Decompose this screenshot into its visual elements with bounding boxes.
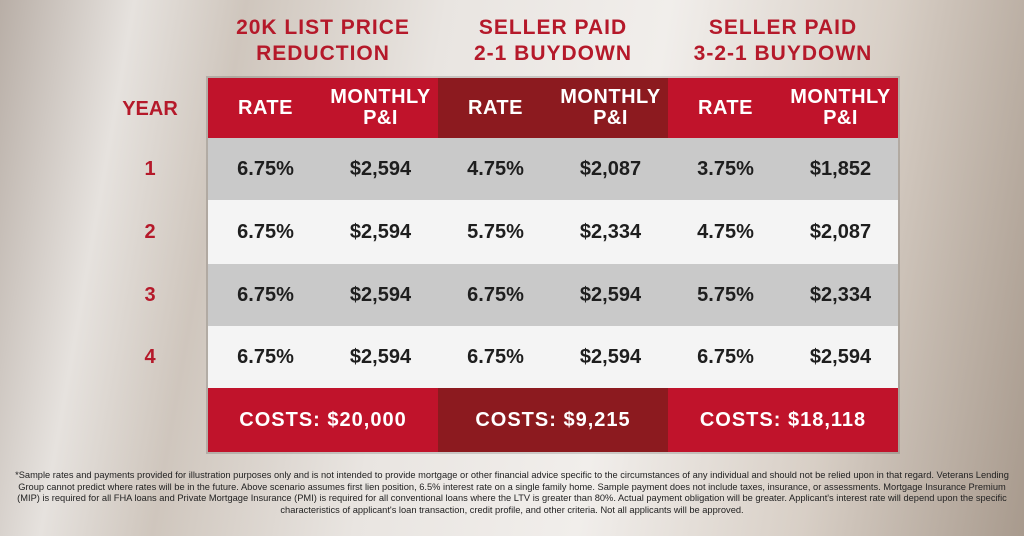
table-cell: $2,594 <box>783 326 898 388</box>
year-header: YEAR <box>122 97 178 120</box>
table-cell: 6.75% <box>208 138 323 200</box>
year-label: 1 <box>144 157 156 180</box>
column-header: RATE <box>668 78 783 138</box>
table-cell: $2,594 <box>323 326 438 388</box>
table-cell: $2,594 <box>323 200 438 264</box>
year-label: 4 <box>144 345 156 368</box>
table-cell: 3.75% <box>668 138 783 200</box>
group-header: SELLER PAID 2-1 BUYDOWN <box>418 14 688 68</box>
table-cell: $2,594 <box>553 326 668 388</box>
text-line: 20K LIST PRICE <box>236 16 410 39</box>
table-cell: 4.75% <box>668 200 783 264</box>
table-cell: 5.75% <box>668 264 783 326</box>
text-line: P&I <box>823 107 858 129</box>
table-cell: $2,334 <box>553 200 668 264</box>
table-cell: $2,087 <box>553 138 668 200</box>
table-cell: $2,594 <box>323 264 438 326</box>
text-line: REDUCTION <box>256 42 390 65</box>
year-label: 2 <box>144 220 156 243</box>
table-cell: 6.75% <box>208 200 323 264</box>
table-cell: 6.75% <box>208 264 323 326</box>
column-header: RATE <box>438 78 553 138</box>
text-line: RATE <box>238 96 293 119</box>
column-header: RATE <box>208 78 323 138</box>
text-line: 3-2-1 BUYDOWN <box>693 42 873 65</box>
column-header: MONTHLY P&I <box>323 78 438 138</box>
text-line: MONTHLY <box>330 86 431 108</box>
text-line: SELLER PAID <box>478 16 628 39</box>
footnote: *Sample rates and payments provided for … <box>15 470 1009 515</box>
text-line: P&I <box>363 107 398 129</box>
table-cell: $2,594 <box>323 138 438 200</box>
table-cell: 4.75% <box>438 138 553 200</box>
year-label: 3 <box>144 283 156 306</box>
text-line: MONTHLY <box>560 86 661 108</box>
text-line: RATE <box>468 96 523 119</box>
group-header: SELLER PAID 3-2-1 BUYDOWN <box>648 14 918 68</box>
column-header: MONTHLY P&I <box>783 78 898 138</box>
text-line: 2-1 BUYDOWN <box>473 42 632 65</box>
group-header: 20K LIST PRICE REDUCTION <box>188 14 458 68</box>
table-cell: 6.75% <box>208 326 323 388</box>
table-cell: 5.75% <box>438 200 553 264</box>
text-line: MONTHLY <box>790 86 891 108</box>
text-line: RATE <box>698 96 753 119</box>
text-line: P&I <box>593 107 628 129</box>
table-cell: $2,087 <box>783 200 898 264</box>
table-cell: $1,852 <box>783 138 898 200</box>
table-cell: $2,334 <box>783 264 898 326</box>
cost-cell: COSTS: $18,118 <box>668 388 898 452</box>
table-cell: 6.75% <box>438 264 553 326</box>
cost-cell: COSTS: $20,000 <box>208 388 438 452</box>
table-cell: 6.75% <box>438 326 553 388</box>
table-cell: $2,594 <box>553 264 668 326</box>
text-line: SELLER PAID <box>708 16 858 39</box>
column-header: MONTHLY P&I <box>553 78 668 138</box>
table-cell: 6.75% <box>668 326 783 388</box>
cost-cell: COSTS: $9,215 <box>438 388 668 452</box>
